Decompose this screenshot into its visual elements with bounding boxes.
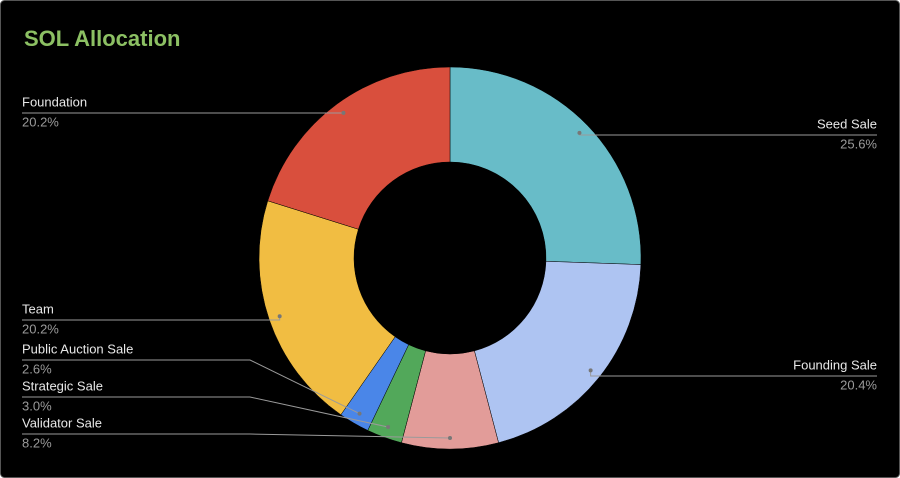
slice-label: Seed Sale — [817, 116, 877, 131]
slice-label: Validator Sale — [22, 415, 102, 430]
slice-value: 8.2% — [22, 435, 52, 450]
slice-value: 3.0% — [22, 398, 52, 413]
slice — [258, 200, 396, 416]
leader-dot — [577, 130, 582, 135]
leader-dot — [277, 314, 282, 319]
leader-line — [22, 359, 360, 415]
slice — [449, 66, 642, 265]
slice-value: 20.2% — [22, 321, 59, 336]
slice-label: Foundation — [22, 94, 87, 109]
slice-value: 20.2% — [22, 114, 59, 129]
slice-value: 20.4% — [840, 377, 877, 392]
slice-value: 2.6% — [22, 361, 52, 376]
leader-line — [22, 433, 451, 439]
leader-dot — [386, 425, 391, 430]
slice — [474, 261, 642, 444]
slice-label: Team — [22, 301, 54, 316]
slice-label: Founding Sale — [793, 357, 877, 372]
slice-value: 25.6% — [840, 136, 877, 151]
slice-label: Public Auction Sale — [22, 341, 133, 356]
leader-dot — [448, 436, 452, 440]
slice — [267, 66, 451, 230]
leader-dot — [357, 411, 362, 416]
chart-title: SOL Allocation — [24, 26, 180, 51]
slice-label: Strategic Sale — [22, 378, 103, 393]
leader-dot — [341, 110, 346, 115]
leader-dot — [588, 368, 593, 373]
leader-line — [22, 396, 389, 428]
